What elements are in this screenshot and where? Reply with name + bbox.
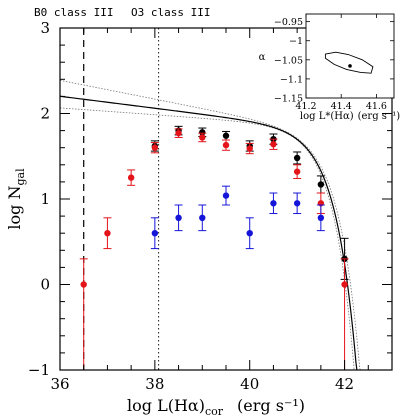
data-point (293, 200, 301, 207)
inset-x-title: log L*(Hα) (erg s⁻¹) (300, 111, 400, 122)
y-axis-title: log Ngal (5, 168, 27, 230)
data-point (293, 168, 301, 175)
y-tick-label: 1 (40, 190, 50, 208)
data-point (317, 214, 325, 222)
data-point (317, 181, 325, 188)
inset-frame (306, 14, 394, 98)
fit-band-lower (59, 107, 356, 371)
data-point (199, 134, 206, 141)
fit-band-upper (59, 79, 362, 371)
x-axis-title: log L(Hα)cor (erg s⁻¹) (127, 396, 305, 417)
inset-x-tick-label: 41.2 (295, 101, 316, 112)
inset-contour (324, 51, 374, 74)
x-tick-label: 38 (145, 375, 164, 393)
data-point (175, 129, 182, 137)
data-point (199, 214, 206, 222)
error-bar (79, 258, 88, 371)
inset-x-tick-label: 41.4 (331, 101, 352, 112)
data-point (199, 129, 206, 136)
data-point (151, 144, 159, 151)
series-2 (150, 185, 325, 250)
x-axis-title-units: (erg s⁻¹) (237, 396, 305, 415)
inset-y-tick-label: −1.05 (274, 55, 303, 66)
y-tick-label: 2 (40, 105, 50, 123)
data-point (104, 230, 111, 237)
data-point (270, 141, 277, 148)
inset-best-fit-point (348, 64, 352, 68)
x-tick-label: 40 (240, 375, 259, 393)
y-axis-title-main: log N (5, 186, 24, 230)
plot-area: 36 38 40 42 −1 0 1 2 3 (28, 19, 393, 393)
data-point (80, 281, 87, 288)
inset-panel: 41.2 41.4 41.6 −0.95 −1 −1.05 −1.1 −1.15 log L*… (259, 13, 400, 122)
error-bar (340, 258, 349, 371)
x-axis-title-sub: cor (205, 405, 224, 417)
y-axis-title-sub: gal (14, 168, 27, 186)
inset-x-tick-label: 41.6 (366, 101, 387, 112)
x-tick-label: 42 (335, 375, 354, 393)
axis-titles: log L(Hα)cor (erg s⁻¹) log Ngal (5, 168, 305, 417)
data-point (127, 174, 135, 181)
schechter-fit-line (59, 95, 358, 371)
data-point (222, 141, 230, 149)
top-labels: B0 class III O3 class III (34, 6, 210, 19)
data-point (246, 230, 253, 237)
inset-y-tick-label: −1.1 (280, 74, 303, 85)
data-point (222, 132, 230, 139)
x-axis-title-main: log L(Hα) (127, 396, 205, 415)
data-point (175, 214, 182, 222)
y-tick-label: 0 (40, 276, 50, 294)
data-point (341, 281, 348, 288)
inset-content: 41.2 41.4 41.6 −0.95 −1 −1.05 −1.1 −1.15 (274, 13, 395, 112)
vline-label-b0: B0 class III (34, 6, 113, 19)
data-point (270, 200, 277, 207)
inset-x-title-main: log L*(Hα) (300, 111, 354, 122)
data-point (293, 154, 301, 162)
series-1 (79, 128, 349, 371)
vline-label-o3: O3 class III (131, 6, 210, 19)
data-point (222, 192, 230, 199)
inset-x-title-units: (erg s⁻¹) (358, 111, 401, 122)
inset-y-tick-label: −1 (289, 36, 303, 47)
data-point (246, 145, 253, 152)
y-tick-label: −1 (28, 361, 50, 379)
x-tick-label: 36 (50, 375, 69, 393)
y-tick-label: 3 (40, 19, 50, 37)
inset-y-tick-label: −1.15 (274, 94, 303, 105)
data-point (151, 230, 159, 237)
inset-y-tick-label: −0.95 (274, 17, 303, 28)
inset-y-title: α (259, 52, 266, 63)
inset-frame-border (305, 13, 395, 99)
